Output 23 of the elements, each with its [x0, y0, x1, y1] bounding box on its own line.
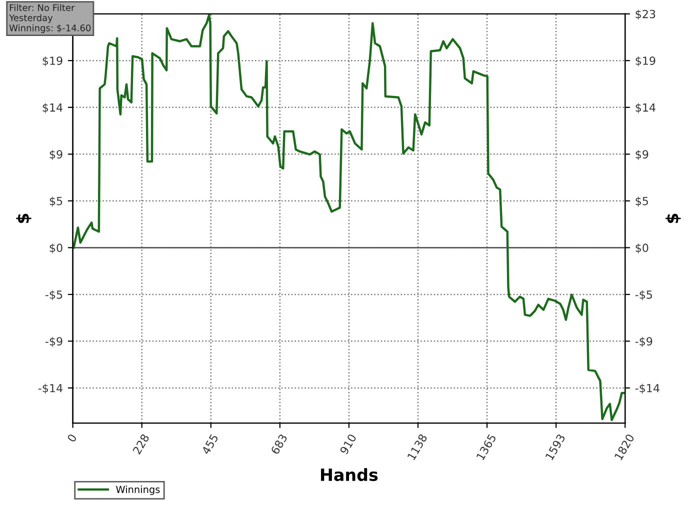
y2-tick-label: -$14 — [635, 384, 660, 394]
y2-tick-label: $14 — [636, 103, 656, 114]
y2-tick-label: -$5 — [635, 290, 652, 300]
y-tick-label: -$5 — [45, 290, 62, 300]
y-tick-label: -$9 — [45, 336, 62, 348]
y2-tick-label: $9 — [636, 150, 648, 160]
y-tick-label: $0 — [50, 243, 62, 254]
y-axis-title: $ — [16, 214, 32, 223]
annotation: Filter: No Filter Yesterday Winnings: $-14.60 — [9, 4, 91, 34]
y2-tick-label: -$9 — [635, 336, 652, 348]
y2-tick-label: $0 — [636, 243, 648, 254]
x-tick-label: 0 — [66, 433, 77, 443]
y-tick-label: $5 — [50, 196, 62, 207]
y-tick-label: $9 — [50, 150, 62, 160]
x-axis-title: Hands — [321, 468, 378, 482]
y2-tick-label: $19 — [636, 56, 656, 66]
y-tick-label: $14 — [42, 103, 62, 114]
legend-label: Winnings — [116, 486, 160, 495]
y2-tick-label: $23 — [636, 10, 656, 20]
y-tick-label: -$14 — [38, 384, 62, 394]
y2-axis-title: $ — [666, 214, 681, 223]
y2-tick-label: $5 — [636, 196, 648, 207]
y-tick-label: $19 — [42, 56, 62, 66]
